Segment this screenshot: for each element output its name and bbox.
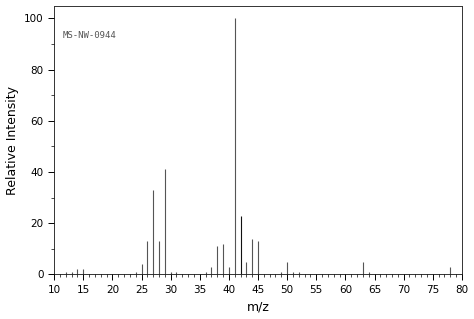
X-axis label: m/z: m/z: [246, 300, 269, 314]
Text: MS-NW-0944: MS-NW-0944: [63, 31, 117, 40]
Y-axis label: Relative Intensity: Relative Intensity: [6, 85, 18, 195]
